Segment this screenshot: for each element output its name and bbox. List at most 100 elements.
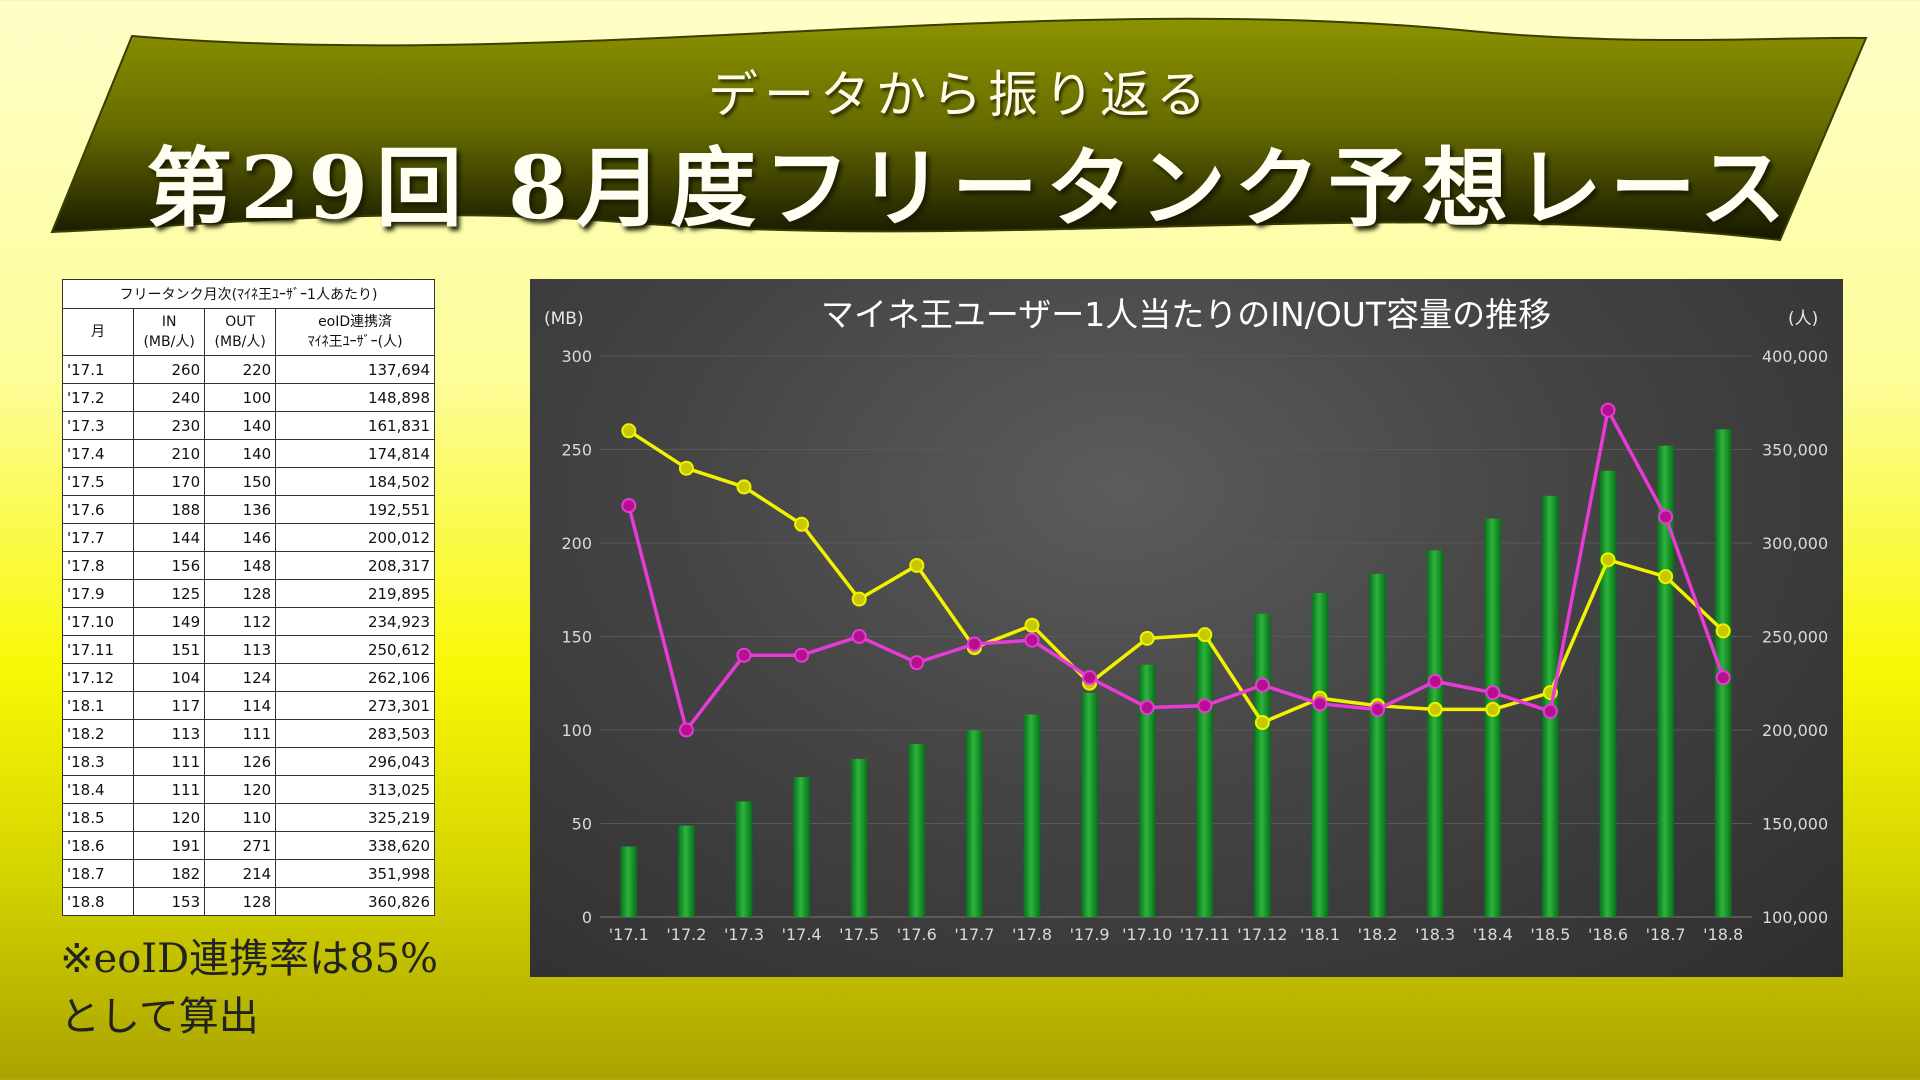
x-tick-label: '17.11 bbox=[1180, 925, 1230, 944]
x-tick-label: '17.5 bbox=[839, 925, 879, 944]
in-point bbox=[1254, 715, 1270, 731]
y-left-tick-label: 150 bbox=[561, 628, 592, 647]
in-line bbox=[627, 429, 1725, 725]
out-point bbox=[851, 629, 867, 644]
y-right-tick-label: 250,000 bbox=[1762, 628, 1828, 647]
chart-title: マイネ王ユーザー1人当たりのIN/OUT容量の推移 bbox=[821, 295, 1551, 334]
cell-in: 111 bbox=[133, 775, 206, 804]
user-count-bar bbox=[1426, 550, 1444, 917]
user-count-bar bbox=[677, 825, 695, 917]
x-tick-label: '17.7 bbox=[954, 925, 994, 944]
table-row: '18.5 120 110 325,219 bbox=[61, 803, 435, 832]
title-banner bbox=[50, 17, 1868, 242]
cell-in: 170 bbox=[133, 467, 206, 496]
header-users: eoID連携済 ﾏｲﾈ王ﾕｰｻﾞｰ(人) bbox=[275, 308, 435, 356]
x-tick-label: '17.4 bbox=[782, 925, 822, 944]
in-point bbox=[1600, 552, 1616, 568]
out-point bbox=[794, 647, 810, 663]
cell-in: 151 bbox=[133, 635, 206, 664]
cell-users: 325,219 bbox=[275, 803, 435, 832]
user-count-bar bbox=[908, 743, 926, 917]
x-tick-label: '18.3 bbox=[1415, 925, 1455, 944]
cell-out: 112 bbox=[204, 607, 277, 636]
cell-in: 113 bbox=[133, 719, 206, 748]
out-point bbox=[1427, 673, 1443, 689]
calculation-note: ※eoID連携率は85% として算出 bbox=[60, 930, 520, 1046]
in-point bbox=[1139, 630, 1155, 646]
table-row: '17.3 230 140 161,831 bbox=[61, 411, 435, 440]
cell-month: '17.12 bbox=[61, 663, 135, 692]
cell-users: 273,301 bbox=[275, 691, 435, 720]
table-row: '17.12 104 124 262,106 bbox=[61, 663, 435, 692]
out-point bbox=[1715, 670, 1731, 686]
cell-in: 153 bbox=[133, 887, 206, 916]
user-count-bar bbox=[793, 777, 811, 917]
user-count-bar bbox=[965, 729, 983, 917]
table-row: '18.1 117 114 273,301 bbox=[61, 691, 435, 720]
cell-month: '18.5 bbox=[61, 803, 135, 832]
out-point bbox=[909, 655, 925, 671]
table-row: '18.6 191 271 338,620 bbox=[61, 831, 435, 860]
cell-out: 220 bbox=[204, 355, 277, 384]
in-point bbox=[1485, 701, 1501, 717]
table-row: '17.10 149 112 234,923 bbox=[61, 607, 435, 636]
out-point bbox=[1024, 632, 1040, 648]
table-row: '17.4 210 140 174,814 bbox=[61, 439, 435, 468]
cell-out: 113 bbox=[204, 635, 277, 664]
cell-month: '17.10 bbox=[61, 607, 135, 636]
out-point bbox=[1658, 509, 1674, 525]
in-point bbox=[621, 423, 637, 439]
table-row: '17.2 240 100 148,898 bbox=[61, 383, 435, 412]
cell-users: 313,025 bbox=[275, 775, 435, 804]
cell-users: 296,043 bbox=[275, 747, 435, 776]
user-count-bar bbox=[620, 846, 638, 917]
out-point bbox=[1312, 696, 1328, 712]
y-left-tick-label: 300 bbox=[561, 347, 592, 366]
x-tick-label: '18.1 bbox=[1300, 925, 1340, 944]
cell-in: 210 bbox=[133, 439, 206, 468]
cell-out: 150 bbox=[204, 467, 277, 496]
cell-month: '17.7 bbox=[61, 523, 135, 552]
x-tick-label: '18.5 bbox=[1530, 925, 1570, 944]
x-tick-label: '18.8 bbox=[1703, 925, 1743, 944]
x-tick-label: '17.9 bbox=[1070, 925, 1110, 944]
cell-out: 100 bbox=[204, 383, 277, 412]
cell-month: '17.2 bbox=[61, 383, 135, 412]
cell-in: 156 bbox=[133, 551, 206, 580]
cell-month: '18.3 bbox=[61, 747, 135, 776]
cell-users: 192,551 bbox=[275, 495, 435, 524]
cell-month: '18.1 bbox=[61, 691, 135, 720]
cell-in: 120 bbox=[133, 803, 206, 832]
user-count-bar bbox=[1253, 613, 1271, 917]
y-left-tick-label: 0 bbox=[582, 908, 592, 927]
cell-users: 161,831 bbox=[275, 411, 435, 440]
cell-in: 230 bbox=[133, 411, 206, 440]
cell-in: 125 bbox=[133, 579, 206, 608]
y-right-tick-label: 200,000 bbox=[1762, 721, 1828, 740]
table-row: '17.9 125 128 219,895 bbox=[61, 579, 435, 608]
y-left-tick-label: 250 bbox=[561, 441, 592, 460]
table-row: '17.7 144 146 200,012 bbox=[61, 523, 435, 552]
cell-in: 240 bbox=[133, 383, 206, 412]
x-tick-label: '17.12 bbox=[1237, 925, 1287, 944]
y-axis-left-label: (MB) bbox=[544, 309, 584, 329]
out-point bbox=[1485, 685, 1501, 701]
table-row: '17.5 170 150 184,502 bbox=[61, 467, 435, 496]
x-tick-label: '17.8 bbox=[1012, 925, 1052, 944]
y-axis-right-label: (人) bbox=[1788, 309, 1818, 329]
y-left-tick-label: 100 bbox=[561, 721, 592, 740]
user-count-bar bbox=[1657, 445, 1675, 917]
cell-out: 120 bbox=[204, 775, 277, 804]
y-right-tick-label: 100,000 bbox=[1762, 908, 1828, 927]
user-count-bar bbox=[1081, 692, 1099, 917]
cell-in: 144 bbox=[133, 523, 206, 552]
cell-month: '17.8 bbox=[61, 551, 135, 580]
in-point bbox=[1427, 701, 1443, 717]
cell-out: 126 bbox=[204, 747, 277, 776]
note-line-2: として算出 bbox=[60, 994, 259, 1040]
table-row: '18.2 113 111 283,503 bbox=[61, 719, 435, 748]
out-point bbox=[1254, 677, 1270, 693]
cell-month: '18.8 bbox=[61, 887, 135, 916]
y-right-tick-label: 150,000 bbox=[1762, 815, 1828, 834]
cell-out: 124 bbox=[204, 663, 277, 692]
